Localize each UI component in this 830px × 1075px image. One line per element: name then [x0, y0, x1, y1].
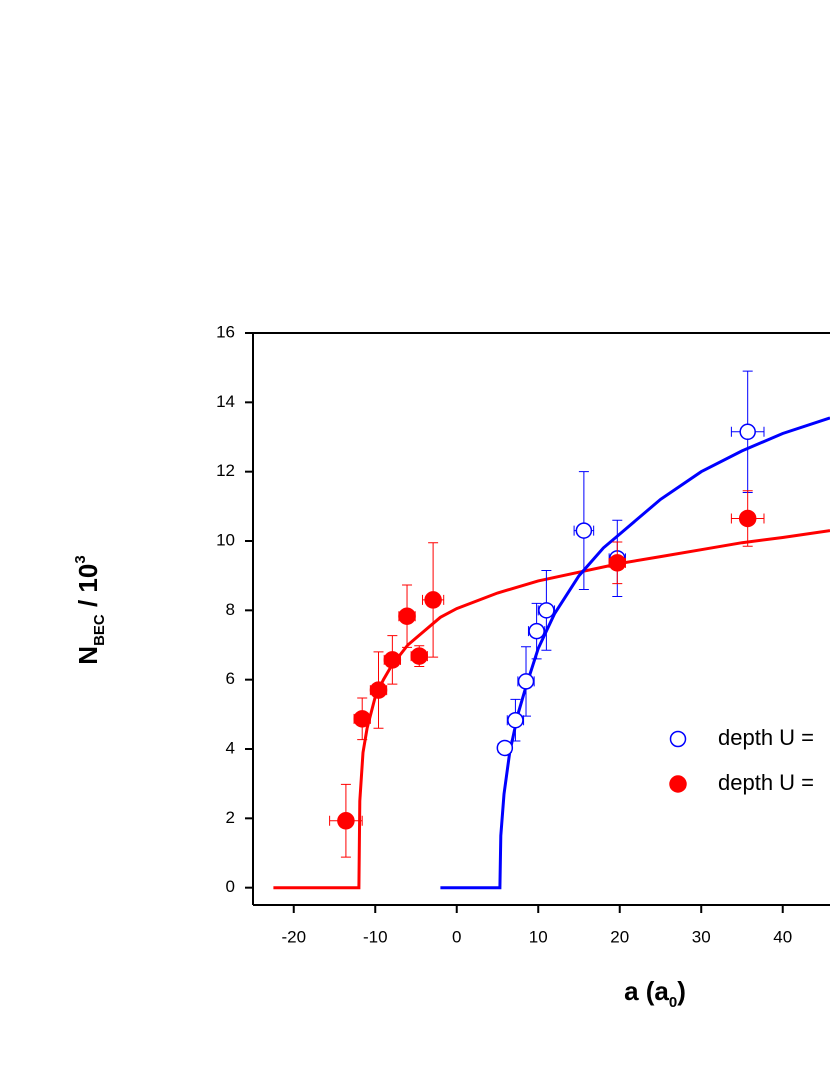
point	[517, 673, 535, 690]
point	[410, 647, 429, 665]
x-tick-label: 10	[529, 927, 548, 946]
point	[383, 651, 402, 669]
y-tick-label: 6	[226, 669, 235, 688]
legend-marker	[669, 730, 687, 748]
point	[538, 602, 555, 619]
y-tick-label: 10	[216, 530, 235, 549]
fit-line	[273, 529, 830, 890]
point	[575, 522, 593, 539]
point	[337, 812, 355, 830]
y-tick-label: 2	[226, 808, 235, 827]
legend-label: depth U =	[718, 770, 814, 795]
point	[608, 554, 627, 572]
x-tick-label: -10	[363, 927, 388, 946]
y-title-sub: BEC	[91, 614, 108, 646]
x-tick-label: 30	[692, 927, 711, 946]
y-axis-title: NBEC / 103	[72, 555, 108, 664]
y-tick-label: 14	[216, 392, 235, 411]
point	[528, 622, 545, 640]
y-tick-label: 16	[216, 322, 235, 341]
point	[496, 739, 514, 757]
x-tick-label: 0	[452, 927, 461, 946]
y-tick-label: 4	[226, 738, 235, 757]
x-title-text: a (a	[624, 976, 669, 1006]
y-tick-label: 12	[216, 461, 235, 480]
legend-marker	[669, 775, 687, 793]
point	[739, 423, 756, 441]
x-title-rest: )	[677, 976, 686, 1006]
x-title-sub: 0	[669, 994, 677, 1011]
y-tick-label: 0	[226, 877, 235, 896]
point	[369, 681, 388, 699]
point	[507, 711, 524, 729]
point	[353, 710, 371, 728]
legend-label: depth U =	[718, 725, 814, 750]
x-tick-label: -20	[281, 927, 306, 946]
y-title-rest: / 10	[73, 564, 103, 615]
x-tick-label: 20	[610, 927, 629, 946]
x-axis-title: a (a0)	[624, 976, 686, 1011]
y-tick-label: 8	[226, 600, 235, 619]
y-title-sup: 3	[72, 555, 89, 563]
point	[398, 607, 416, 625]
point	[738, 509, 757, 528]
point	[424, 591, 442, 609]
fit-line	[440, 416, 830, 890]
x-tick-label: 40	[773, 927, 792, 946]
y-title-text: N	[73, 646, 103, 665]
